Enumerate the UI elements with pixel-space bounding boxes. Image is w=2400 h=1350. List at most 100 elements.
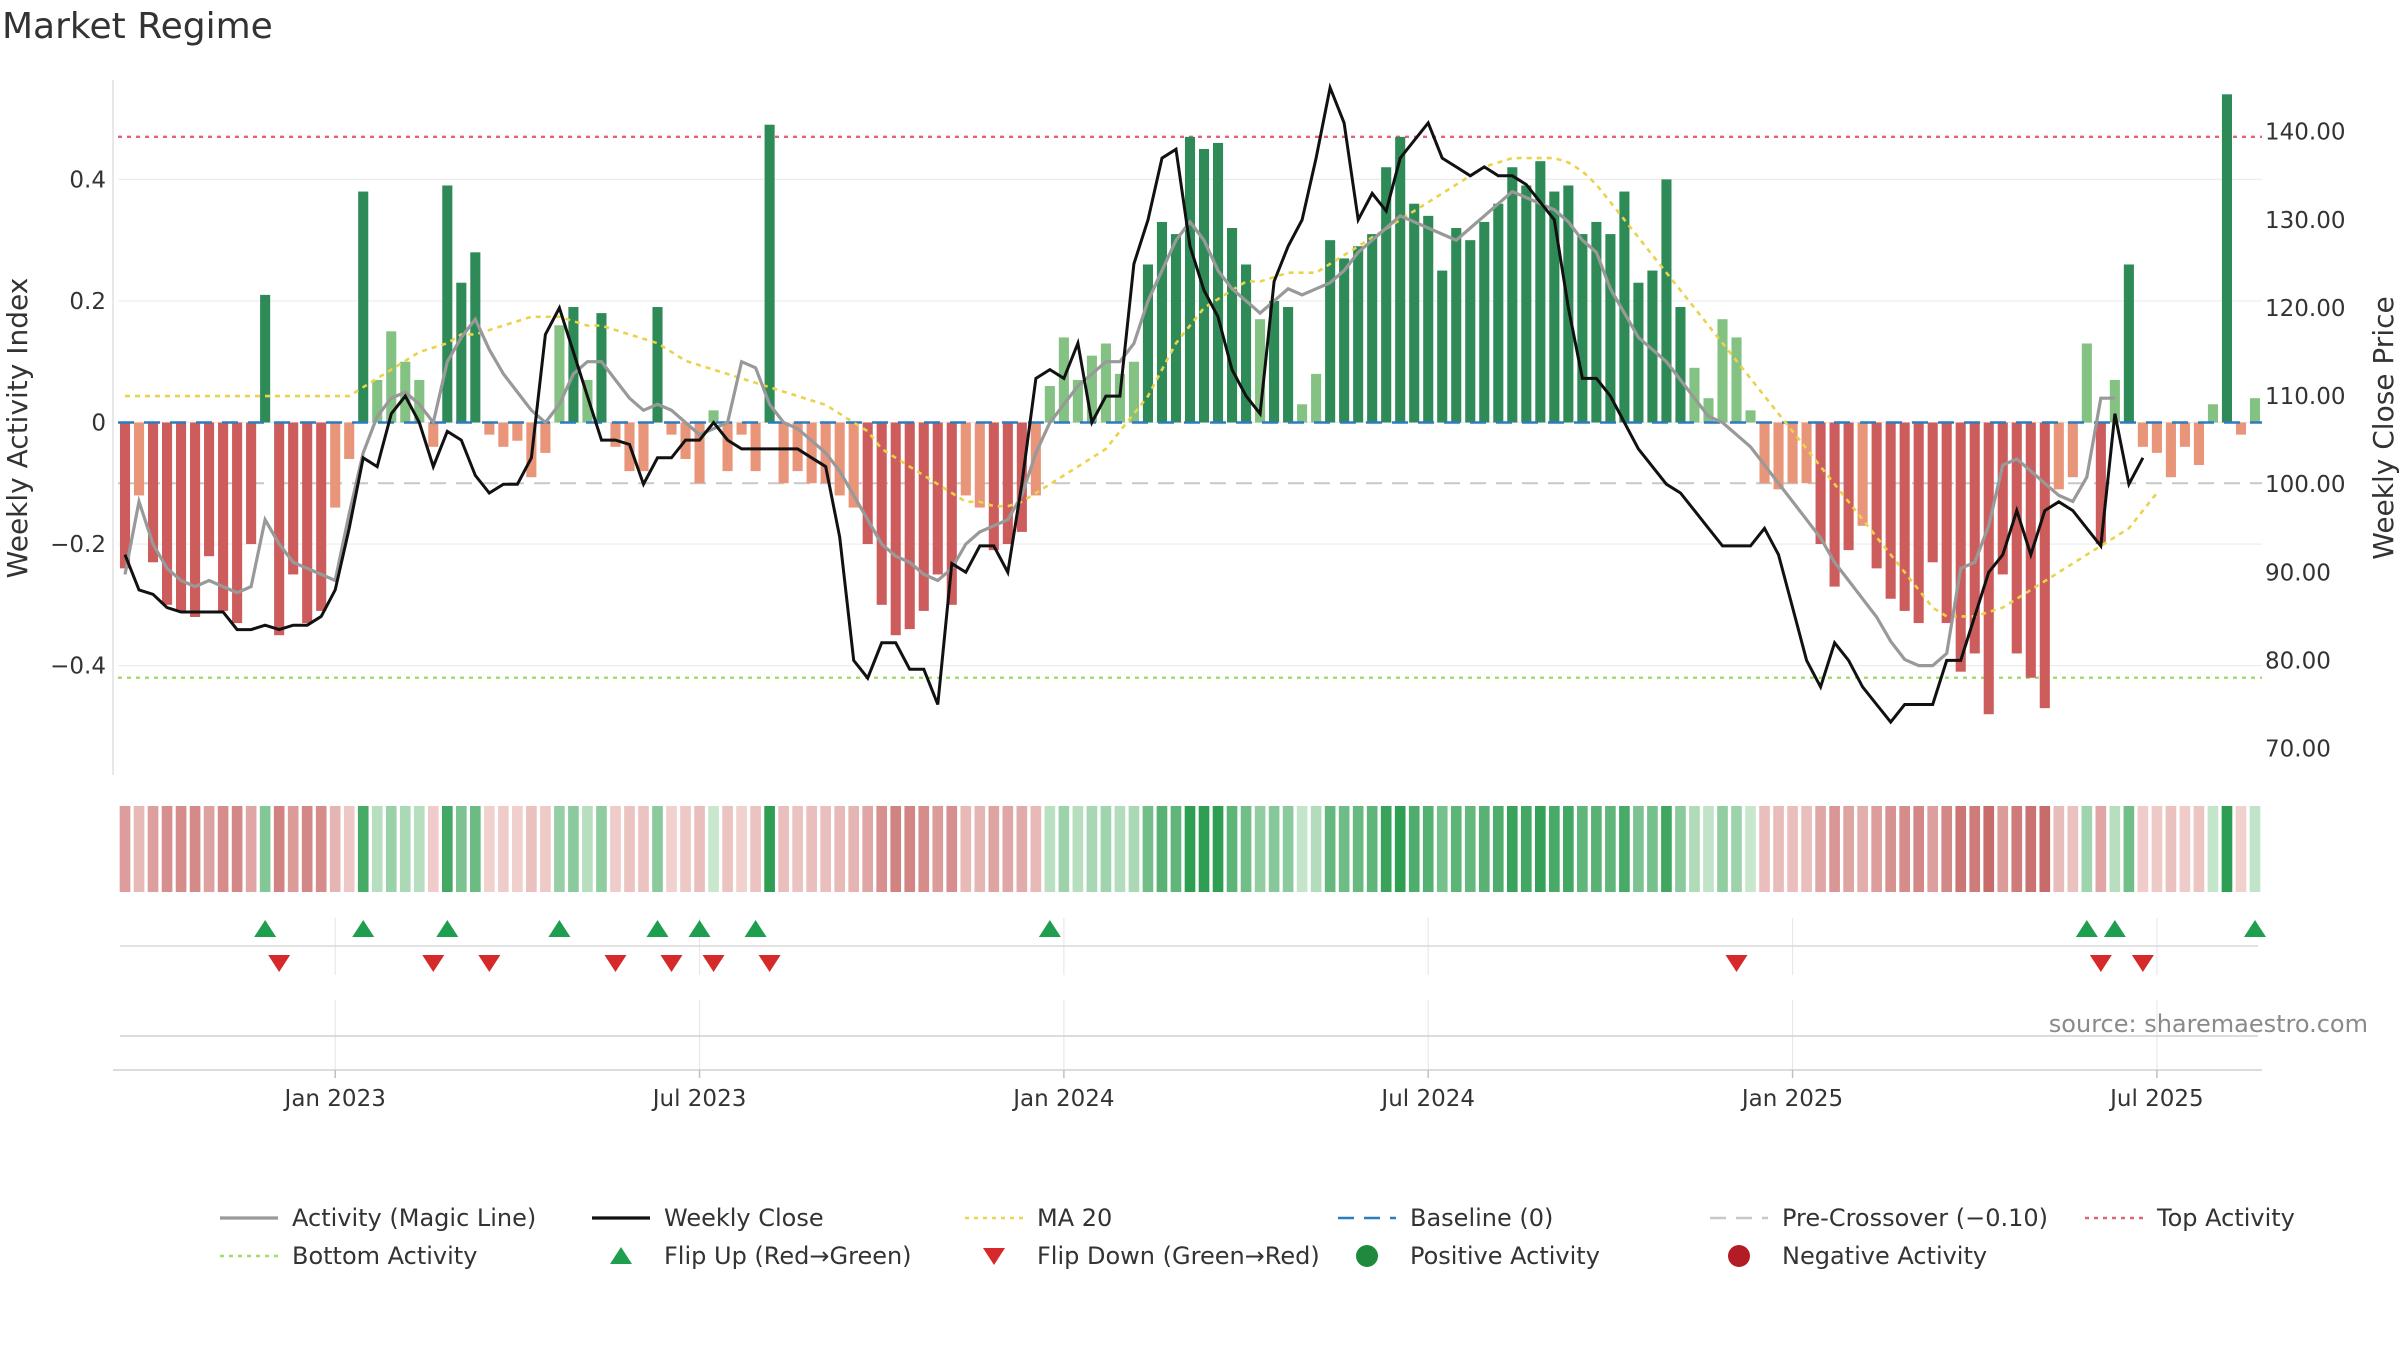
- regime-cell: [1016, 806, 1028, 892]
- regime-cell: [2039, 806, 2051, 892]
- activity-bar: [344, 422, 355, 459]
- regime-cell: [1142, 806, 1154, 892]
- regime-cell: [1282, 806, 1294, 892]
- regime-cell: [1577, 806, 1588, 892]
- activity-bar: [2039, 422, 2050, 709]
- activity-bar: [1128, 361, 1139, 423]
- regime-cell: [2193, 806, 2205, 892]
- regime-cell: [273, 806, 285, 892]
- regime-cell: [441, 806, 453, 892]
- regime-cell: [1801, 806, 1812, 892]
- x-tick-label: Jul 2023: [651, 1086, 747, 1112]
- activity-bar: [456, 282, 467, 423]
- regime-cell: [1549, 806, 1560, 892]
- regime-cell: [231, 806, 243, 892]
- regime-cell: [1941, 806, 1953, 892]
- activity-bar: [246, 422, 257, 545]
- regime-cell: [974, 806, 986, 892]
- regime-cell: [427, 806, 439, 892]
- regime-cell: [1380, 806, 1392, 892]
- regime-cell: [2221, 806, 2233, 892]
- regime-cell: [1605, 806, 1616, 892]
- regime-cell: [1703, 806, 1714, 892]
- regime-cell: [1198, 806, 1210, 892]
- regime-cell: [1773, 806, 1784, 892]
- flip-down-marker: [268, 955, 291, 972]
- regime-cell: [1086, 806, 1098, 892]
- activity-bar: [1983, 422, 1994, 715]
- regime-cell: [568, 806, 579, 892]
- activity-bar: [1717, 319, 1728, 423]
- activity-bar: [498, 422, 509, 447]
- chart-title: Market Regime: [2, 6, 273, 47]
- activity-bar: [386, 331, 397, 423]
- regime-cell: [946, 806, 958, 892]
- activity-bar: [2081, 343, 2092, 423]
- activity-bar: [834, 422, 845, 496]
- activity-bar: [1605, 234, 1616, 423]
- legend-item: MA 20: [965, 1204, 1112, 1232]
- regime-cell: [385, 806, 397, 892]
- regime-cell: [806, 806, 817, 892]
- regime-cell: [1492, 806, 1504, 892]
- legend-item: Positive Activity: [1356, 1242, 1600, 1270]
- regime-cell: [1310, 806, 1322, 892]
- left-tick-label: −0.2: [50, 532, 106, 558]
- flip-up-marker: [2103, 920, 2126, 937]
- activity-bar: [1212, 142, 1224, 423]
- activity-bar: [218, 422, 229, 611]
- regime-cell: [2067, 806, 2079, 892]
- activity-bar: [2109, 379, 2120, 423]
- regime-cell: [1591, 806, 1602, 892]
- activity-bar: [330, 422, 341, 508]
- activity-bar: [1535, 161, 1546, 423]
- regime-cell: [1535, 806, 1546, 892]
- regime-cell: [848, 806, 860, 892]
- activity-bar: [764, 124, 775, 423]
- regime-cell: [413, 806, 425, 892]
- activity-bar: [1297, 404, 1308, 423]
- activity-bar: [1465, 240, 1476, 423]
- activity-bar: [1703, 398, 1714, 423]
- legend-label: Negative Activity: [1782, 1242, 1987, 1270]
- activity-bar: [876, 422, 887, 605]
- activity-bar: [316, 422, 327, 611]
- activity-bar: [1591, 221, 1602, 423]
- left-axis-title: Weekly Activity Index: [1, 278, 34, 579]
- regime-cell: [2151, 806, 2163, 892]
- activity-bar: [1339, 258, 1350, 423]
- regime-cell: [2165, 806, 2177, 892]
- left-tick-label: 0: [91, 411, 106, 437]
- regime-cell: [1338, 806, 1350, 892]
- activity-bar: [1226, 228, 1238, 423]
- regime-cell: [1044, 806, 1056, 892]
- activity-bar: [2165, 422, 2176, 478]
- regime-cell: [750, 806, 761, 892]
- regime-cell: [1240, 806, 1252, 892]
- regime-cell: [498, 806, 509, 892]
- x-tick-label: Jan 2023: [283, 1086, 386, 1112]
- weekly-close-line: [123, 82, 2145, 725]
- regime-cell: [329, 806, 341, 892]
- activity-bar: [2235, 422, 2247, 435]
- activity-bar: [2193, 422, 2204, 466]
- regime-cell: [1184, 806, 1196, 892]
- legend-label: Weekly Close: [664, 1204, 824, 1232]
- regime-cell: [1450, 806, 1462, 892]
- activity-bar: [778, 422, 789, 484]
- regime-cell: [1226, 806, 1238, 892]
- regime-cell: [133, 806, 145, 892]
- regime-cell: [1955, 806, 1967, 892]
- activity-bar: [1353, 246, 1364, 423]
- regime-cell: [764, 806, 775, 892]
- bottom-panel: Jan 2023 Jul 2023 Jan 2024 Jul 2024 Jan 2025…: [113, 1035, 2262, 1112]
- regime-cell: [582, 806, 593, 892]
- regime-cell: [778, 806, 789, 892]
- activity-bar: [1086, 355, 1097, 423]
- regime-cell: [203, 806, 215, 892]
- regime-cell: [1128, 806, 1140, 892]
- regime-cell: [1983, 806, 1995, 892]
- magic-line: [123, 189, 2115, 668]
- regime-cell: [455, 806, 467, 892]
